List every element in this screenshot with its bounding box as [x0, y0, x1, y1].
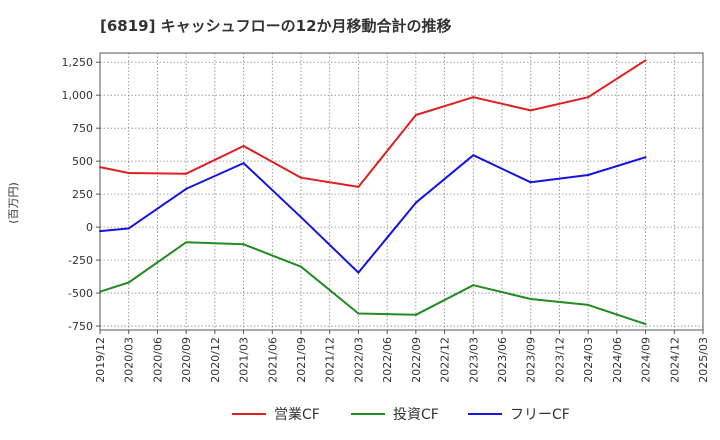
x-tick-label: 2020/03 [123, 337, 136, 383]
data-point [127, 172, 130, 175]
y-tick-label: -250 [68, 254, 93, 267]
x-tick-label: 2022/09 [410, 337, 423, 383]
x-tick-label: 2025/03 [697, 337, 710, 383]
x-tick-label: 2023/06 [496, 337, 509, 383]
series-lines [99, 59, 647, 326]
data-point [529, 109, 532, 112]
x-tick-label: 2022/03 [352, 337, 365, 383]
x-tick-label: 2024/06 [611, 337, 624, 383]
data-point [185, 241, 188, 244]
data-point [414, 201, 417, 204]
data-point [529, 181, 532, 184]
x-tick-label: 2019/12 [94, 337, 107, 383]
series-line-1 [99, 59, 647, 188]
data-point [644, 323, 647, 326]
legend-label-1: 営業CF [274, 407, 320, 423]
data-point [242, 144, 245, 147]
x-tick-label: 2022/06 [381, 337, 394, 383]
y-tick-label: -750 [68, 320, 93, 333]
grid-lines [100, 53, 703, 330]
y-tick-label: 750 [72, 122, 93, 135]
data-point [472, 96, 475, 99]
data-point [587, 174, 590, 177]
data-point [587, 303, 590, 306]
data-point [300, 176, 302, 179]
y-tick-label: 1,000 [62, 89, 94, 102]
data-point [472, 284, 475, 287]
legend-label-3: フリーCF [510, 407, 570, 423]
data-point [185, 172, 188, 175]
y-tick-label: 1,250 [62, 56, 94, 69]
x-tick-label: 2021/12 [324, 337, 337, 383]
data-point [300, 265, 302, 268]
legend: 営業CF 投資CF フリーCF [232, 407, 570, 423]
x-tick-label: 2021/06 [266, 337, 279, 383]
y-tick-label: 250 [72, 188, 93, 201]
x-tick-label: 2023/09 [525, 337, 538, 383]
data-point [99, 290, 101, 293]
data-point [242, 243, 245, 246]
data-point [127, 227, 130, 230]
x-tick-label: 2024/09 [640, 337, 653, 383]
legend-label-2: 投資CF [393, 407, 439, 423]
data-point [357, 271, 360, 274]
data-point [644, 59, 647, 62]
y-axis: 1,250 1,000 750 500 250 0 -250 -500 -750 [62, 56, 100, 333]
data-point [529, 298, 532, 301]
chart-title: [6819] キャッシュフローの12か月移動合計の推移 [100, 17, 452, 35]
x-tick-label: 2020/09 [180, 337, 193, 383]
x-tick-label: 2022/12 [439, 337, 452, 383]
data-point [587, 96, 590, 99]
data-point [357, 185, 360, 188]
x-tick-label: 2024/03 [582, 337, 595, 383]
x-tick-label: 2024/12 [668, 337, 681, 383]
x-tick-label: 2021/03 [238, 337, 251, 383]
data-point [300, 216, 302, 219]
data-point [357, 312, 360, 315]
y-tick-label: 0 [86, 221, 93, 234]
data-point [242, 162, 245, 165]
y-axis-label: (百万円) [7, 182, 20, 224]
data-point [99, 166, 101, 169]
x-axis: 2019/12 2020/03 2020/06 2020/09 2020/12 2021/… [94, 330, 710, 383]
data-point [99, 230, 101, 233]
y-tick-label: 500 [72, 155, 93, 168]
y-tick-label: -500 [68, 287, 93, 300]
x-tick-label: 2020/06 [151, 337, 164, 383]
data-point [127, 281, 130, 284]
x-tick-label: 2021/09 [295, 337, 308, 383]
plot-area-border [99, 52, 704, 331]
data-point [414, 113, 417, 116]
data-point [185, 187, 188, 190]
data-point [472, 154, 475, 157]
x-tick-label: 2020/12 [209, 337, 222, 383]
x-tick-label: 2023/12 [553, 337, 566, 383]
x-tick-label: 2023/03 [467, 337, 480, 383]
data-point [414, 313, 417, 316]
data-point [644, 156, 647, 159]
